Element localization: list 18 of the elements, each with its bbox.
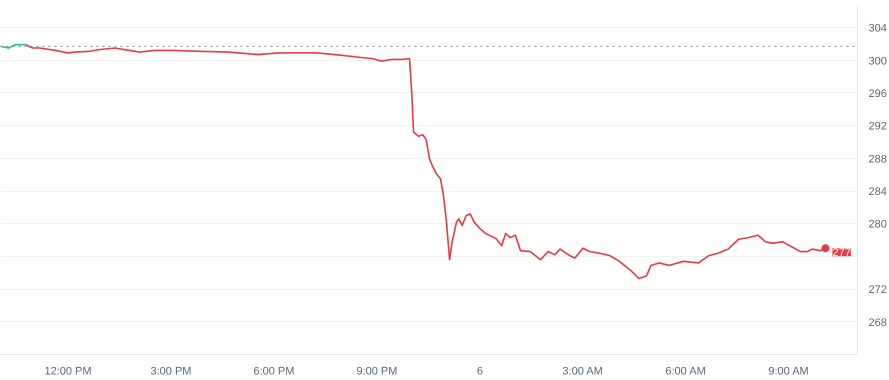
x-tick-label: 6 [476, 366, 483, 378]
y-tick-label: 296 [868, 88, 887, 100]
y-tick-label: 284 [868, 186, 887, 198]
annotation: 277 [832, 247, 851, 260]
x-tick-label: 9:00 PM [356, 366, 398, 378]
x-tick-label: 9:00 AM [768, 366, 809, 378]
y-tick-label: 268 [868, 316, 887, 329]
y-tick-label: 288 [868, 153, 887, 166]
y-tick-label: 304 [868, 22, 887, 35]
y-tick-label: 280 [868, 218, 887, 231]
x-tick-label: 12:00 PM [44, 366, 92, 378]
y-tick-label: 300 [868, 55, 887, 68]
x-tick-label: 6:00 AM [665, 366, 706, 378]
y-tick-label: 272 [868, 284, 887, 296]
x-tick-label: 3:00 PM [150, 366, 192, 378]
x-tick-label: 3:00 AM [562, 366, 603, 378]
y-tick-label: 292 [868, 120, 887, 133]
x-tick-label: 6:00 PM [253, 366, 294, 378]
